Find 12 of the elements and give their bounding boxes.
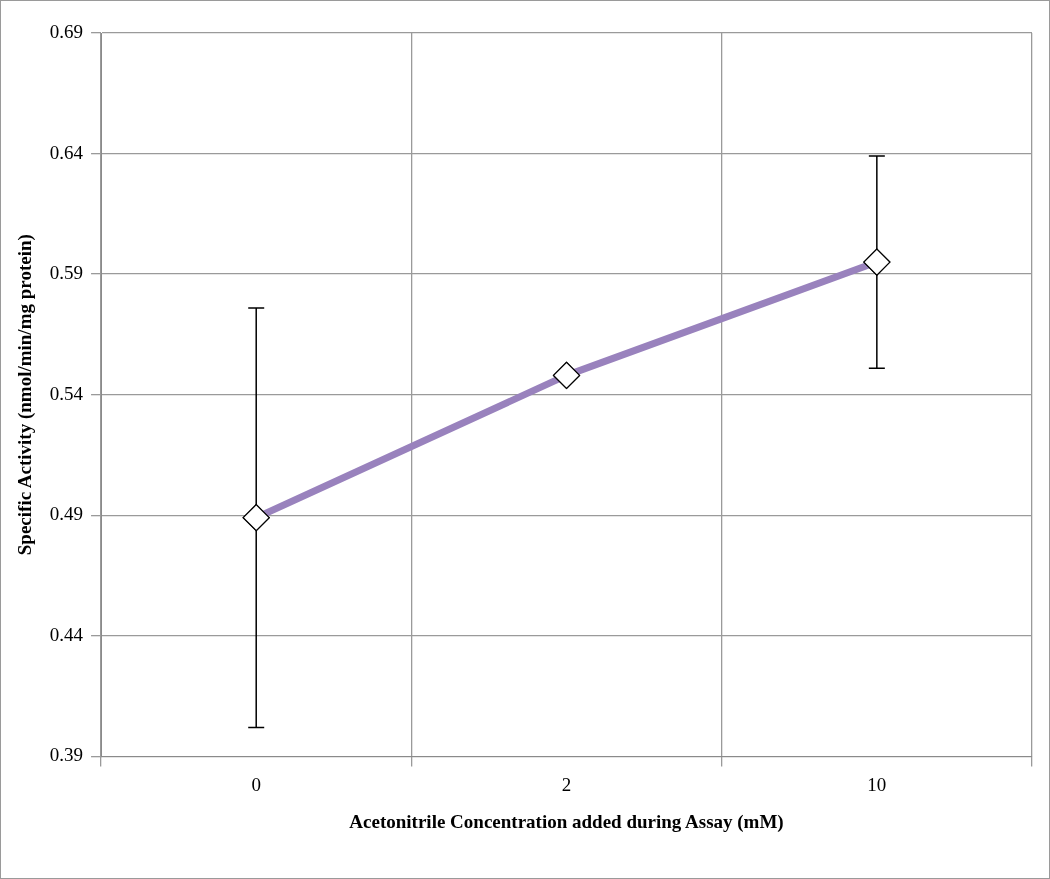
y-axis-title: Specific Activity (nmol/min/mg protein) (14, 234, 37, 556)
x-tick-label: 10 (867, 773, 887, 795)
y-tick-label: 0.64 (49, 141, 84, 163)
y-tick-label: 0.39 (49, 744, 84, 766)
y-tick-label: 0.59 (49, 262, 84, 284)
y-tick-label: 0.49 (49, 503, 84, 525)
y-tick-label: 0.54 (49, 382, 84, 404)
x-tick-label: 2 (561, 773, 572, 795)
y-tick-label: 0.44 (49, 623, 84, 645)
y-tick-label: 0.69 (49, 20, 84, 42)
x-axis-title: Acetonitrile Concentration added during Assay (mM) (349, 810, 784, 833)
x-tick-label: 0 (251, 773, 261, 795)
